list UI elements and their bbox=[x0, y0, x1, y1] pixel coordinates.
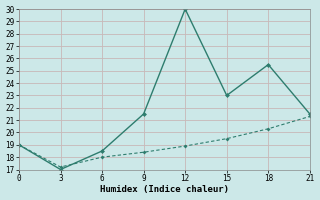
X-axis label: Humidex (Indice chaleur): Humidex (Indice chaleur) bbox=[100, 185, 229, 194]
